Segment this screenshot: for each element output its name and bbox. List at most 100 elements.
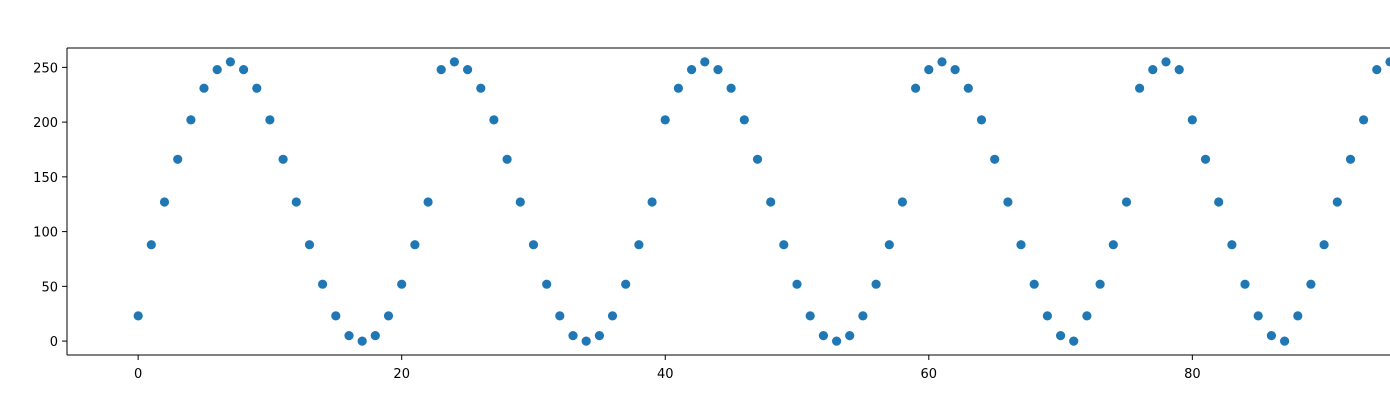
- data-point: [779, 240, 789, 250]
- data-point: [739, 115, 749, 125]
- data-point: [239, 65, 249, 75]
- data-point: [766, 197, 776, 207]
- data-point: [1359, 115, 1369, 125]
- data-point: [542, 279, 552, 289]
- data-point: [897, 197, 908, 207]
- data-point: [1345, 154, 1356, 164]
- data-point: [463, 65, 473, 75]
- data-point: [159, 197, 170, 207]
- data-point: [1042, 311, 1052, 321]
- data-point: [528, 240, 539, 250]
- data-point: [1187, 115, 1197, 125]
- data-point: [489, 115, 499, 125]
- x-tick-label: 0: [134, 367, 142, 382]
- data-point: [252, 83, 262, 93]
- data-point: [318, 279, 328, 289]
- y-tick-label: 150: [33, 171, 58, 186]
- data-point: [173, 154, 183, 164]
- data-point: [581, 336, 591, 346]
- data-point: [1332, 197, 1342, 207]
- data-point: [700, 57, 710, 67]
- data-point: [924, 65, 934, 75]
- data-point: [1319, 240, 1329, 250]
- data-point: [832, 336, 842, 346]
- x-tick-label: 20: [393, 367, 410, 382]
- data-point: [660, 115, 670, 125]
- data-point: [673, 83, 684, 93]
- data-point: [805, 311, 815, 321]
- data-point: [1016, 240, 1026, 250]
- data-point: [713, 65, 723, 75]
- data-point: [265, 115, 275, 125]
- axes: [66, 47, 1390, 356]
- data-point: [1253, 311, 1263, 321]
- data-point: [502, 154, 512, 164]
- data-point: [410, 240, 420, 250]
- plot-area: 0 20 40 60 80 0 50 100 150 200 250: [33, 47, 1390, 382]
- y-tick-label: 250: [33, 61, 58, 76]
- x-ticks: 0 20 40 60 80: [134, 355, 1201, 382]
- data-point: [278, 154, 288, 164]
- data-point: [304, 240, 315, 250]
- data-point: [436, 65, 446, 75]
- data-point: [1227, 240, 1237, 250]
- data-point: [515, 197, 525, 207]
- data-point: [383, 311, 394, 321]
- data-point: [423, 197, 433, 207]
- data-point: [1161, 57, 1171, 67]
- data-point: [990, 154, 1000, 164]
- data-point: [1082, 311, 1092, 321]
- data-point: [911, 83, 921, 93]
- data-point: [752, 154, 763, 164]
- data-point: [1266, 331, 1276, 341]
- data-point: [1029, 279, 1039, 289]
- data-points: [133, 57, 1390, 346]
- data-point: [212, 65, 222, 75]
- data-point: [370, 331, 380, 341]
- data-point: [1372, 65, 1382, 75]
- data-point: [344, 331, 354, 341]
- y-tick-label: 50: [41, 280, 58, 295]
- data-point: [555, 311, 565, 321]
- y-tick-label: 100: [33, 226, 58, 241]
- data-point: [818, 331, 829, 341]
- data-point: [291, 197, 301, 207]
- data-point: [1095, 279, 1105, 289]
- data-point: [726, 83, 736, 93]
- data-point: [1174, 65, 1184, 75]
- data-point: [133, 311, 143, 321]
- data-point: [1135, 83, 1145, 93]
- data-point: [845, 331, 855, 341]
- data-point: [568, 331, 578, 341]
- data-point: [397, 279, 407, 289]
- data-point: [1056, 331, 1066, 341]
- y-tick-label: 200: [33, 116, 58, 131]
- data-point: [146, 240, 156, 250]
- data-point: [594, 331, 605, 341]
- data-point: [976, 115, 987, 125]
- data-point: [225, 57, 235, 67]
- data-point: [871, 279, 881, 289]
- data-point: [1306, 279, 1316, 289]
- data-point: [963, 83, 973, 93]
- data-point: [607, 311, 618, 321]
- data-point: [1003, 197, 1013, 207]
- data-point: [621, 279, 631, 289]
- data-point: [186, 115, 196, 125]
- x-tick-label: 80: [1184, 367, 1201, 382]
- y-ticks: 0 50 100 150 200 250: [33, 61, 67, 350]
- data-point: [884, 240, 894, 250]
- data-point: [1280, 336, 1290, 346]
- data-point: [937, 57, 947, 67]
- data-point: [858, 311, 868, 321]
- data-point: [1240, 279, 1250, 289]
- data-point: [1148, 65, 1158, 75]
- x-tick-label: 60: [921, 367, 938, 382]
- data-point: [357, 336, 367, 346]
- data-point: [1121, 197, 1132, 207]
- data-point: [331, 311, 341, 321]
- data-point: [687, 65, 697, 75]
- data-point: [950, 65, 960, 75]
- data-point: [1385, 57, 1390, 67]
